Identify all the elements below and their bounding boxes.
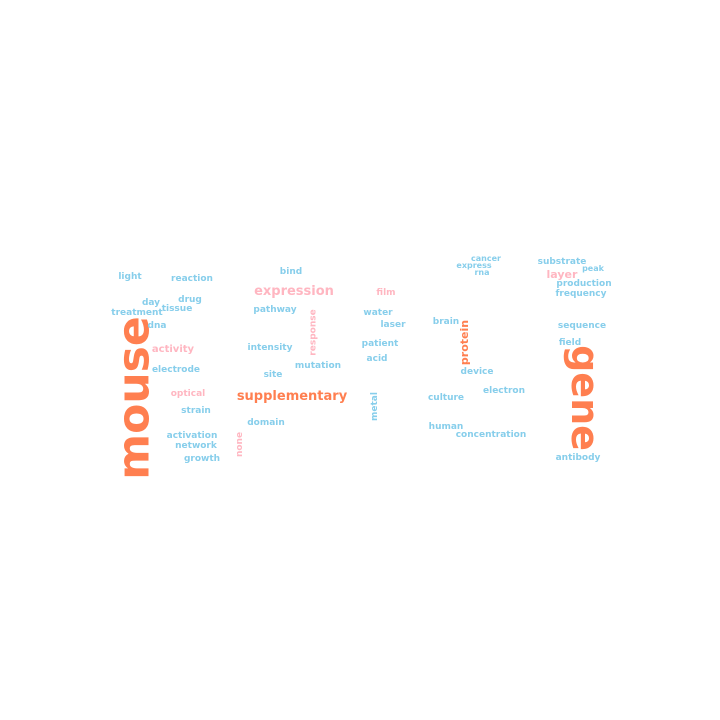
word-cancer: cancer: [471, 254, 501, 263]
word-production: production: [556, 278, 612, 289]
word-antibody: antibody: [555, 452, 601, 463]
word-mouse: mouse: [109, 316, 160, 480]
word-device: device: [460, 366, 494, 377]
word-electron: electron: [483, 385, 525, 396]
word-field: field: [558, 337, 582, 348]
word-laser: laser: [380, 319, 406, 330]
word-electrode: electrode: [151, 364, 201, 375]
word-pathway: pathway: [253, 304, 297, 315]
word-domain: domain: [247, 417, 285, 428]
word-mutation: mutation: [294, 360, 342, 371]
word-bind: bind: [279, 266, 303, 277]
word-film: film: [376, 287, 396, 298]
word-frequency: frequency: [555, 288, 607, 299]
word-substrate: substrate: [537, 256, 587, 267]
word-intensity: intensity: [247, 342, 293, 353]
word-concentration: concentration: [455, 429, 527, 440]
word-growth: growth: [183, 453, 221, 464]
word-water: water: [363, 307, 393, 318]
word-peak: peak: [582, 264, 604, 273]
word-treatment: treatment: [111, 307, 163, 318]
word-patient: patient: [361, 338, 399, 349]
word-optical: optical: [170, 388, 206, 399]
word-sequence: sequence: [557, 320, 607, 331]
word-rna: rna: [474, 268, 490, 277]
word-none: none: [235, 431, 246, 457]
word-drug: drug: [178, 294, 202, 305]
word-human: human: [428, 421, 464, 432]
word-day: day: [141, 297, 161, 308]
word-expression: expression: [254, 283, 334, 299]
word-layer: layer: [546, 267, 578, 281]
word-brain: brain: [432, 316, 460, 327]
word-reaction: reaction: [171, 273, 213, 284]
word-dna: dna: [147, 320, 167, 331]
word-strain: strain: [181, 405, 211, 416]
word-light: light: [118, 271, 142, 282]
word-network: network: [175, 440, 217, 451]
word-metal: metal: [369, 391, 380, 421]
word-tissue: tissue: [161, 303, 193, 314]
word-express: express: [456, 261, 492, 270]
word-gene: gene: [563, 345, 607, 451]
word-protein: protein: [458, 319, 472, 365]
word-response: response: [308, 308, 319, 356]
word-supplementary: supplementary: [236, 388, 348, 404]
word-activity: activity: [151, 344, 195, 355]
word-activation: activation: [166, 430, 218, 441]
word-site: site: [263, 369, 283, 380]
word-culture: culture: [427, 392, 465, 403]
word-acid: acid: [366, 353, 388, 364]
